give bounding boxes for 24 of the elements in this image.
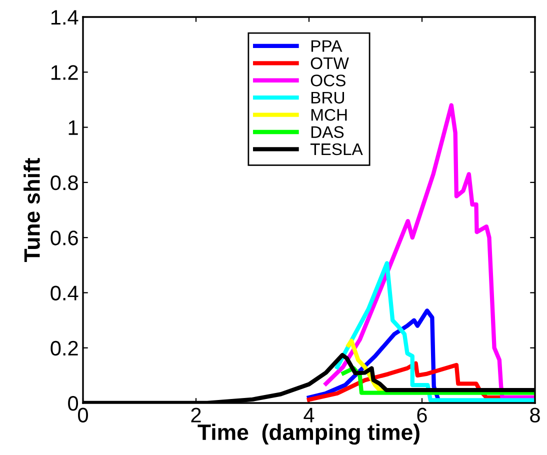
x-tick-label: 8 [530, 408, 540, 422]
legend-label: PPA [311, 40, 342, 52]
line-series [335, 261, 535, 402]
y-tick-label: 1 [68, 120, 78, 135]
x-tick-label: 0 [78, 408, 88, 422]
x-tick-label: 6 [417, 408, 427, 422]
y-axis-title: Tune shift [24, 158, 40, 262]
y-tick-label: 1.2 [51, 65, 78, 80]
y-tick-label: 0 [68, 396, 78, 411]
y-tick-label: 0.2 [50, 340, 78, 356]
legend-label: OTW [310, 57, 349, 70]
x-tick-label: 4 [304, 408, 314, 422]
line-series [341, 366, 535, 395]
y-tick-label: 1.4 [51, 10, 78, 25]
y-tick-label: 0.8 [50, 175, 78, 190]
legend-label: MCH [311, 108, 347, 121]
x-axis-title: Time (damping time) [198, 424, 420, 445]
legend-label: DAS [311, 126, 344, 138]
y-tick-label: 0.6 [50, 230, 78, 246]
legend-label: BRU [311, 92, 344, 104]
x-tick-label: 2 [191, 408, 201, 422]
y-tick-label: 0.4 [50, 286, 78, 300]
legend-label: OCS [310, 74, 346, 86]
legend-label: TESLA [310, 143, 363, 156]
